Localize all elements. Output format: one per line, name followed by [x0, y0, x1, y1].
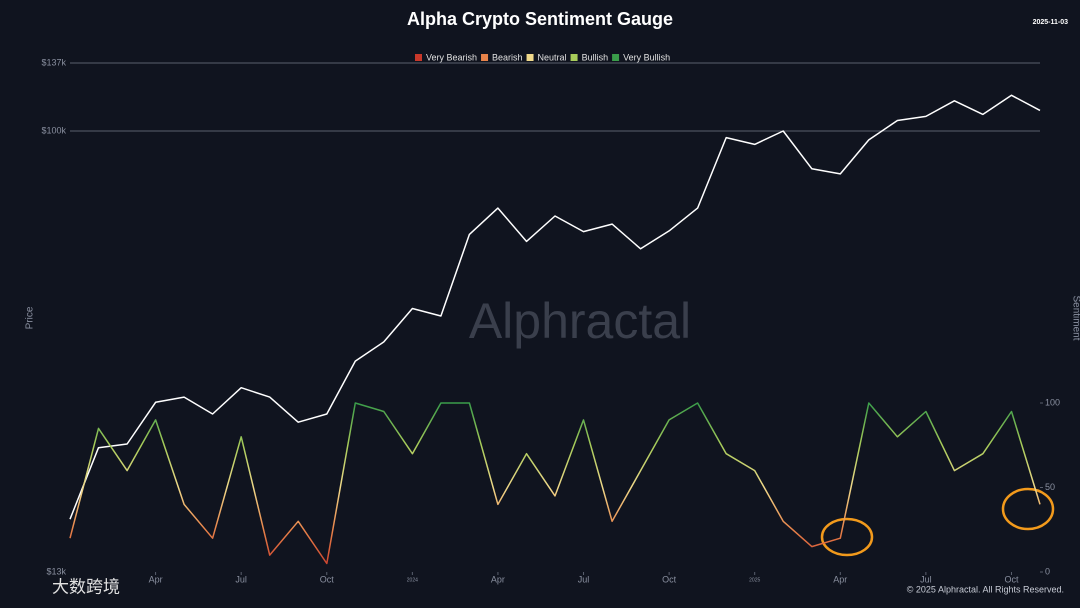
x-tick-label: 2025: [749, 577, 760, 583]
x-tick-label: Oct: [320, 574, 335, 584]
legend-label: Neutral: [538, 52, 567, 62]
legend-label: Bearish: [492, 52, 523, 62]
x-tick-label: Apr: [833, 574, 847, 584]
y-axis-label: Price: [25, 306, 36, 329]
legend-swatch: [570, 54, 578, 61]
x-tick-label: Jul: [920, 574, 932, 584]
legend-swatch: [612, 54, 620, 61]
x-tick-label: Jul: [578, 574, 590, 584]
x-tick-label: Oct: [662, 574, 677, 584]
y-tick-label: $100k: [41, 125, 66, 135]
x-tick-label: Apr: [149, 574, 163, 584]
x-tick-label: 2024: [407, 577, 418, 583]
y2-tick-label: 0: [1045, 566, 1050, 576]
date-stamp: 2025-11-03: [1033, 19, 1069, 26]
x-tick-label: Apr: [491, 574, 505, 584]
y-tick-label: $137k: [41, 57, 66, 67]
chart-title: Alpha Crypto Sentiment Gauge: [407, 9, 673, 29]
legend-label: Very Bullish: [623, 52, 670, 62]
legend-swatch: [415, 54, 422, 61]
sentiment-line: [69, 402, 1041, 565]
footer: © 2025 Alphractal. All Rights Reserved.: [907, 584, 1064, 594]
legend-swatch: [481, 54, 489, 61]
legend-label: Very Bearish: [426, 52, 477, 62]
y-tick-label: $13k: [46, 566, 66, 576]
watermark: Alphractal: [469, 293, 691, 349]
y2-tick-label: 50: [1045, 482, 1055, 492]
x-tick-label: Jul: [235, 574, 247, 584]
x-tick-label: Oct: [1004, 574, 1019, 584]
overlay-watermark: 大数跨境: [52, 577, 120, 596]
legend-swatch: [526, 54, 534, 61]
highlight-circle: [820, 517, 874, 557]
price-line: [69, 94, 1041, 520]
y2-axis-label: Sentiment: [1070, 295, 1080, 340]
highlight-circle: [1001, 487, 1055, 531]
y2-tick-label: 100: [1045, 397, 1060, 407]
legend-label: Bullish: [582, 52, 609, 62]
